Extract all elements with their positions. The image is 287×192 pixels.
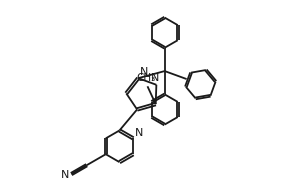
Text: N: N (139, 66, 148, 77)
Text: N: N (151, 73, 159, 83)
Text: CH₃: CH₃ (137, 73, 156, 83)
Text: N: N (61, 170, 69, 180)
Text: N: N (135, 127, 144, 137)
